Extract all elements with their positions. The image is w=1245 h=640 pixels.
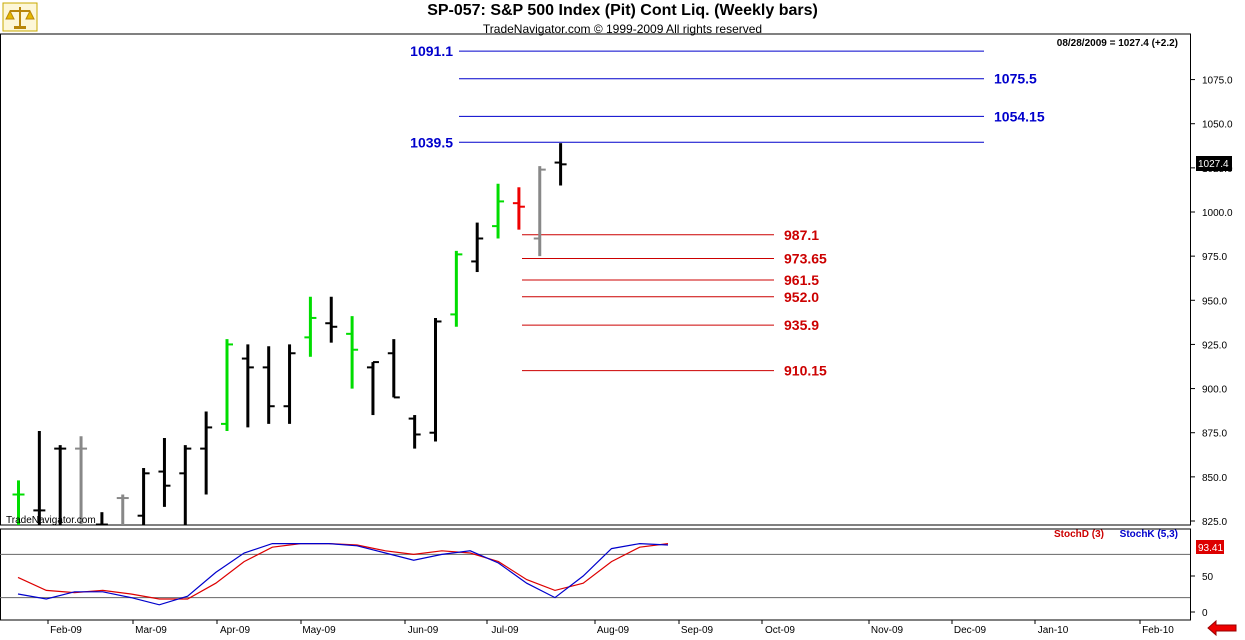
ohlc-bar [408,415,421,449]
last-price-info: 08/28/2009 = 1027.4 (+2.2) [1057,38,1178,49]
time-tick-label: Jul-09 [491,625,519,636]
ohlc-bar [304,296,317,357]
support-label: 973.65 [784,251,827,267]
ohlc-bar [533,166,546,257]
legend-stochd: StochD (3) [1054,529,1104,540]
stoch-tick-label: 50 [1202,572,1214,583]
time-tick-label: Jan-10 [1038,625,1069,636]
price-tag: 1027.4 [1198,159,1229,170]
ohlc-bar [33,430,46,525]
time-tick-label: Feb-09 [50,625,82,636]
resistance-label: 1091.1 [410,43,453,59]
price-tick-label: 1000.0 [1202,208,1233,219]
chart-subtitle: TradeNavigator.com © 1999-2009 All right… [482,22,763,36]
ohlc-bar [12,480,25,525]
stochk-line [17,542,669,606]
price-tick-label: 900.0 [1202,385,1227,396]
time-tick-label: May-09 [302,625,336,636]
time-tick-label: Aug-09 [597,625,630,636]
scales-logo-icon[interactable] [2,2,38,32]
ohlc-bars [12,143,567,526]
ohlc-bar [325,296,338,343]
price-tick-label: 850.0 [1202,473,1227,484]
time-tick-label: Mar-09 [135,625,167,636]
ohlc-bar [54,445,67,525]
ohlc-bar [137,468,150,525]
resistance-label: 1039.5 [410,134,453,150]
stoch-tag-box [1196,540,1224,554]
time-tick-label: Oct-09 [765,625,795,636]
price-axis: 825.0 850.0 875.0 900.0 925.0 950.0 975.0 1000.… [1190,76,1233,528]
support-label: 910.15 [784,363,827,379]
time-tick-label: Dec-09 [954,625,987,636]
price-tag-box [1196,156,1232,171]
ohlc-bar [75,436,88,525]
ohlc-bar [471,222,484,273]
time-tick-label: Jun-09 [408,625,439,636]
price-tick-label: 875.0 [1202,429,1227,440]
watermark: TradeNavigator.com [6,515,96,526]
time-tick-label: Sep-09 [681,625,714,636]
resistance-label: 1054.15 [994,108,1045,124]
price-tick-label: 1075.0 [1202,76,1233,87]
time-tick-label: Nov-09 [871,625,904,636]
scroll-left-arrow-icon[interactable] [1207,619,1237,637]
ohlc-bar [179,445,192,525]
ohlc-bar [366,361,379,416]
ohlc-bar [158,438,171,507]
time-tick-label: Feb-10 [1142,625,1174,636]
ohlc-bar [512,187,525,230]
price-tick-label: 950.0 [1202,296,1227,307]
ohlc-bar [387,339,400,399]
price-panel-border [0,33,1191,526]
ohlc-bar [262,346,275,424]
stoch-tag: 93.41 [1198,543,1223,554]
ohlc-bar [554,143,567,186]
stochd-line [17,542,669,600]
price-tick-label: 825.0 [1202,517,1227,528]
level-lines: 1091.1 1075.5 1054.15 1039.5 987.1 973.65 961.… [410,43,1045,379]
resistance-label: 1075.5 [994,71,1037,87]
price-tick-label: 1050.0 [1202,120,1233,131]
support-label: 961.5 [784,272,819,288]
ohlc-bar [116,494,129,525]
ohlc-bar [492,183,505,239]
support-label: 987.1 [784,227,819,243]
ohlc-bar [221,339,233,431]
ohlc-bar [346,316,359,389]
time-axis: Feb-09 Mar-09 Apr-09 May-09 Jun-09 Jul-09 Aug-… [47,620,1174,636]
stoch-tick-label: 0 [1202,608,1208,619]
support-label: 935.9 [784,317,819,333]
price-tick-label: 925.0 [1202,340,1227,351]
ohlc-bar [95,512,108,526]
ohlc-bar [200,411,213,495]
stochastic-panel: 0 50 [0,542,1214,619]
ohlc-bar [241,344,254,428]
time-tick-label: Apr-09 [220,625,250,636]
legend-stochk: StochK (5,3) [1120,529,1178,540]
chart-title: SP-057: S&P 500 Index (Pit) Cont Liq. (W… [427,2,818,19]
ohlc-bar [283,344,296,424]
ohlc-bar [429,317,442,442]
support-label: 952.0 [784,289,819,305]
price-tick-label: 975.0 [1202,252,1227,263]
ohlc-bar [450,250,463,327]
